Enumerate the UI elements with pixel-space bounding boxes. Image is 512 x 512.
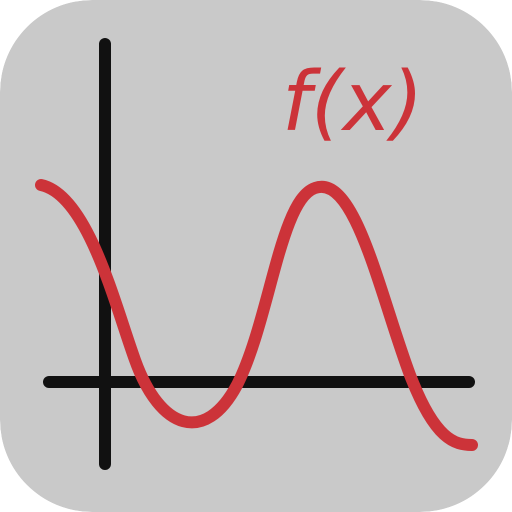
function-curve [35, 179, 478, 451]
function-label: f(x) [282, 55, 423, 150]
